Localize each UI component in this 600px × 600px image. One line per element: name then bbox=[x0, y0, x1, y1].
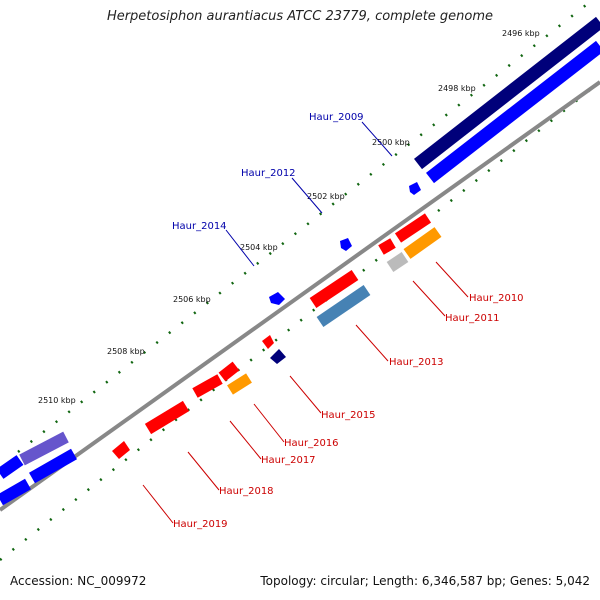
gene-red-2013 bbox=[309, 270, 359, 308]
gene-blue-left-1 bbox=[0, 455, 24, 479]
tick-label: 2498 kbp bbox=[438, 84, 476, 93]
gene-red-2016 bbox=[218, 361, 240, 382]
tick-label: 2508 kbp bbox=[107, 347, 145, 356]
gene-label: Haur_2018 bbox=[219, 486, 274, 497]
gene-haur-2012 bbox=[340, 238, 352, 251]
gene-haur-2015 bbox=[270, 349, 286, 364]
accession-label: Accession: NC_009972 bbox=[10, 574, 147, 588]
gene-dark-blue-large bbox=[414, 16, 600, 170]
outer-tick-track bbox=[17, 0, 595, 453]
topology-label: Topology: circular; Length: 6,346,587 bp… bbox=[260, 574, 590, 588]
gene-label: Haur_2019 bbox=[173, 519, 228, 530]
gene-haur-2010-orange bbox=[403, 227, 442, 259]
gene-haur-2013 bbox=[316, 285, 371, 327]
gene-label: Haur_2010 bbox=[469, 293, 524, 304]
tick-label: 2510 kbp bbox=[38, 396, 76, 405]
gene-haur-2017 bbox=[192, 374, 223, 398]
gene-label: Haur_2012 bbox=[241, 168, 296, 179]
gene-haur-2019 bbox=[112, 441, 130, 459]
gene-label: Haur_2015 bbox=[321, 410, 376, 421]
map-title: Herpetosiphon aurantiacus ATCC 23779, co… bbox=[106, 9, 494, 24]
tick-label: 2500 kbp bbox=[372, 138, 410, 147]
gene-purple-left bbox=[19, 431, 69, 466]
tick-label: 2506 kbp bbox=[173, 295, 211, 304]
gene-haur-2010 bbox=[378, 238, 396, 255]
gene-haur-2014 bbox=[269, 292, 285, 305]
gene-blue-left-2 bbox=[0, 478, 31, 506]
gene-label: Haur_2009 bbox=[309, 112, 364, 123]
gene-label: Haur_2014 bbox=[172, 221, 227, 232]
gene-haur-2016 bbox=[227, 373, 252, 395]
gene-haur-2018 bbox=[144, 400, 190, 435]
gene-label: Haur_2017 bbox=[261, 455, 316, 466]
gene-label: Haur_2016 bbox=[284, 438, 339, 449]
tick-label: 2504 kbp bbox=[240, 243, 278, 252]
gene-red-2010b bbox=[394, 213, 432, 243]
tick-label: 2502 kbp bbox=[307, 192, 345, 201]
gene-blue-large bbox=[426, 40, 600, 184]
tick-label: 2496 kbp bbox=[502, 29, 540, 38]
gene-label: Haur_2013 bbox=[389, 357, 444, 368]
gene-haur-2011 bbox=[386, 252, 409, 272]
gene-red-small bbox=[262, 335, 274, 349]
genome-backbone bbox=[0, 80, 600, 512]
inner-tick-track bbox=[0, 81, 600, 561]
gene-blue-left-3 bbox=[29, 448, 77, 484]
gene-label: Haur_2011 bbox=[445, 313, 500, 324]
gene-haur-2009 bbox=[409, 182, 421, 195]
